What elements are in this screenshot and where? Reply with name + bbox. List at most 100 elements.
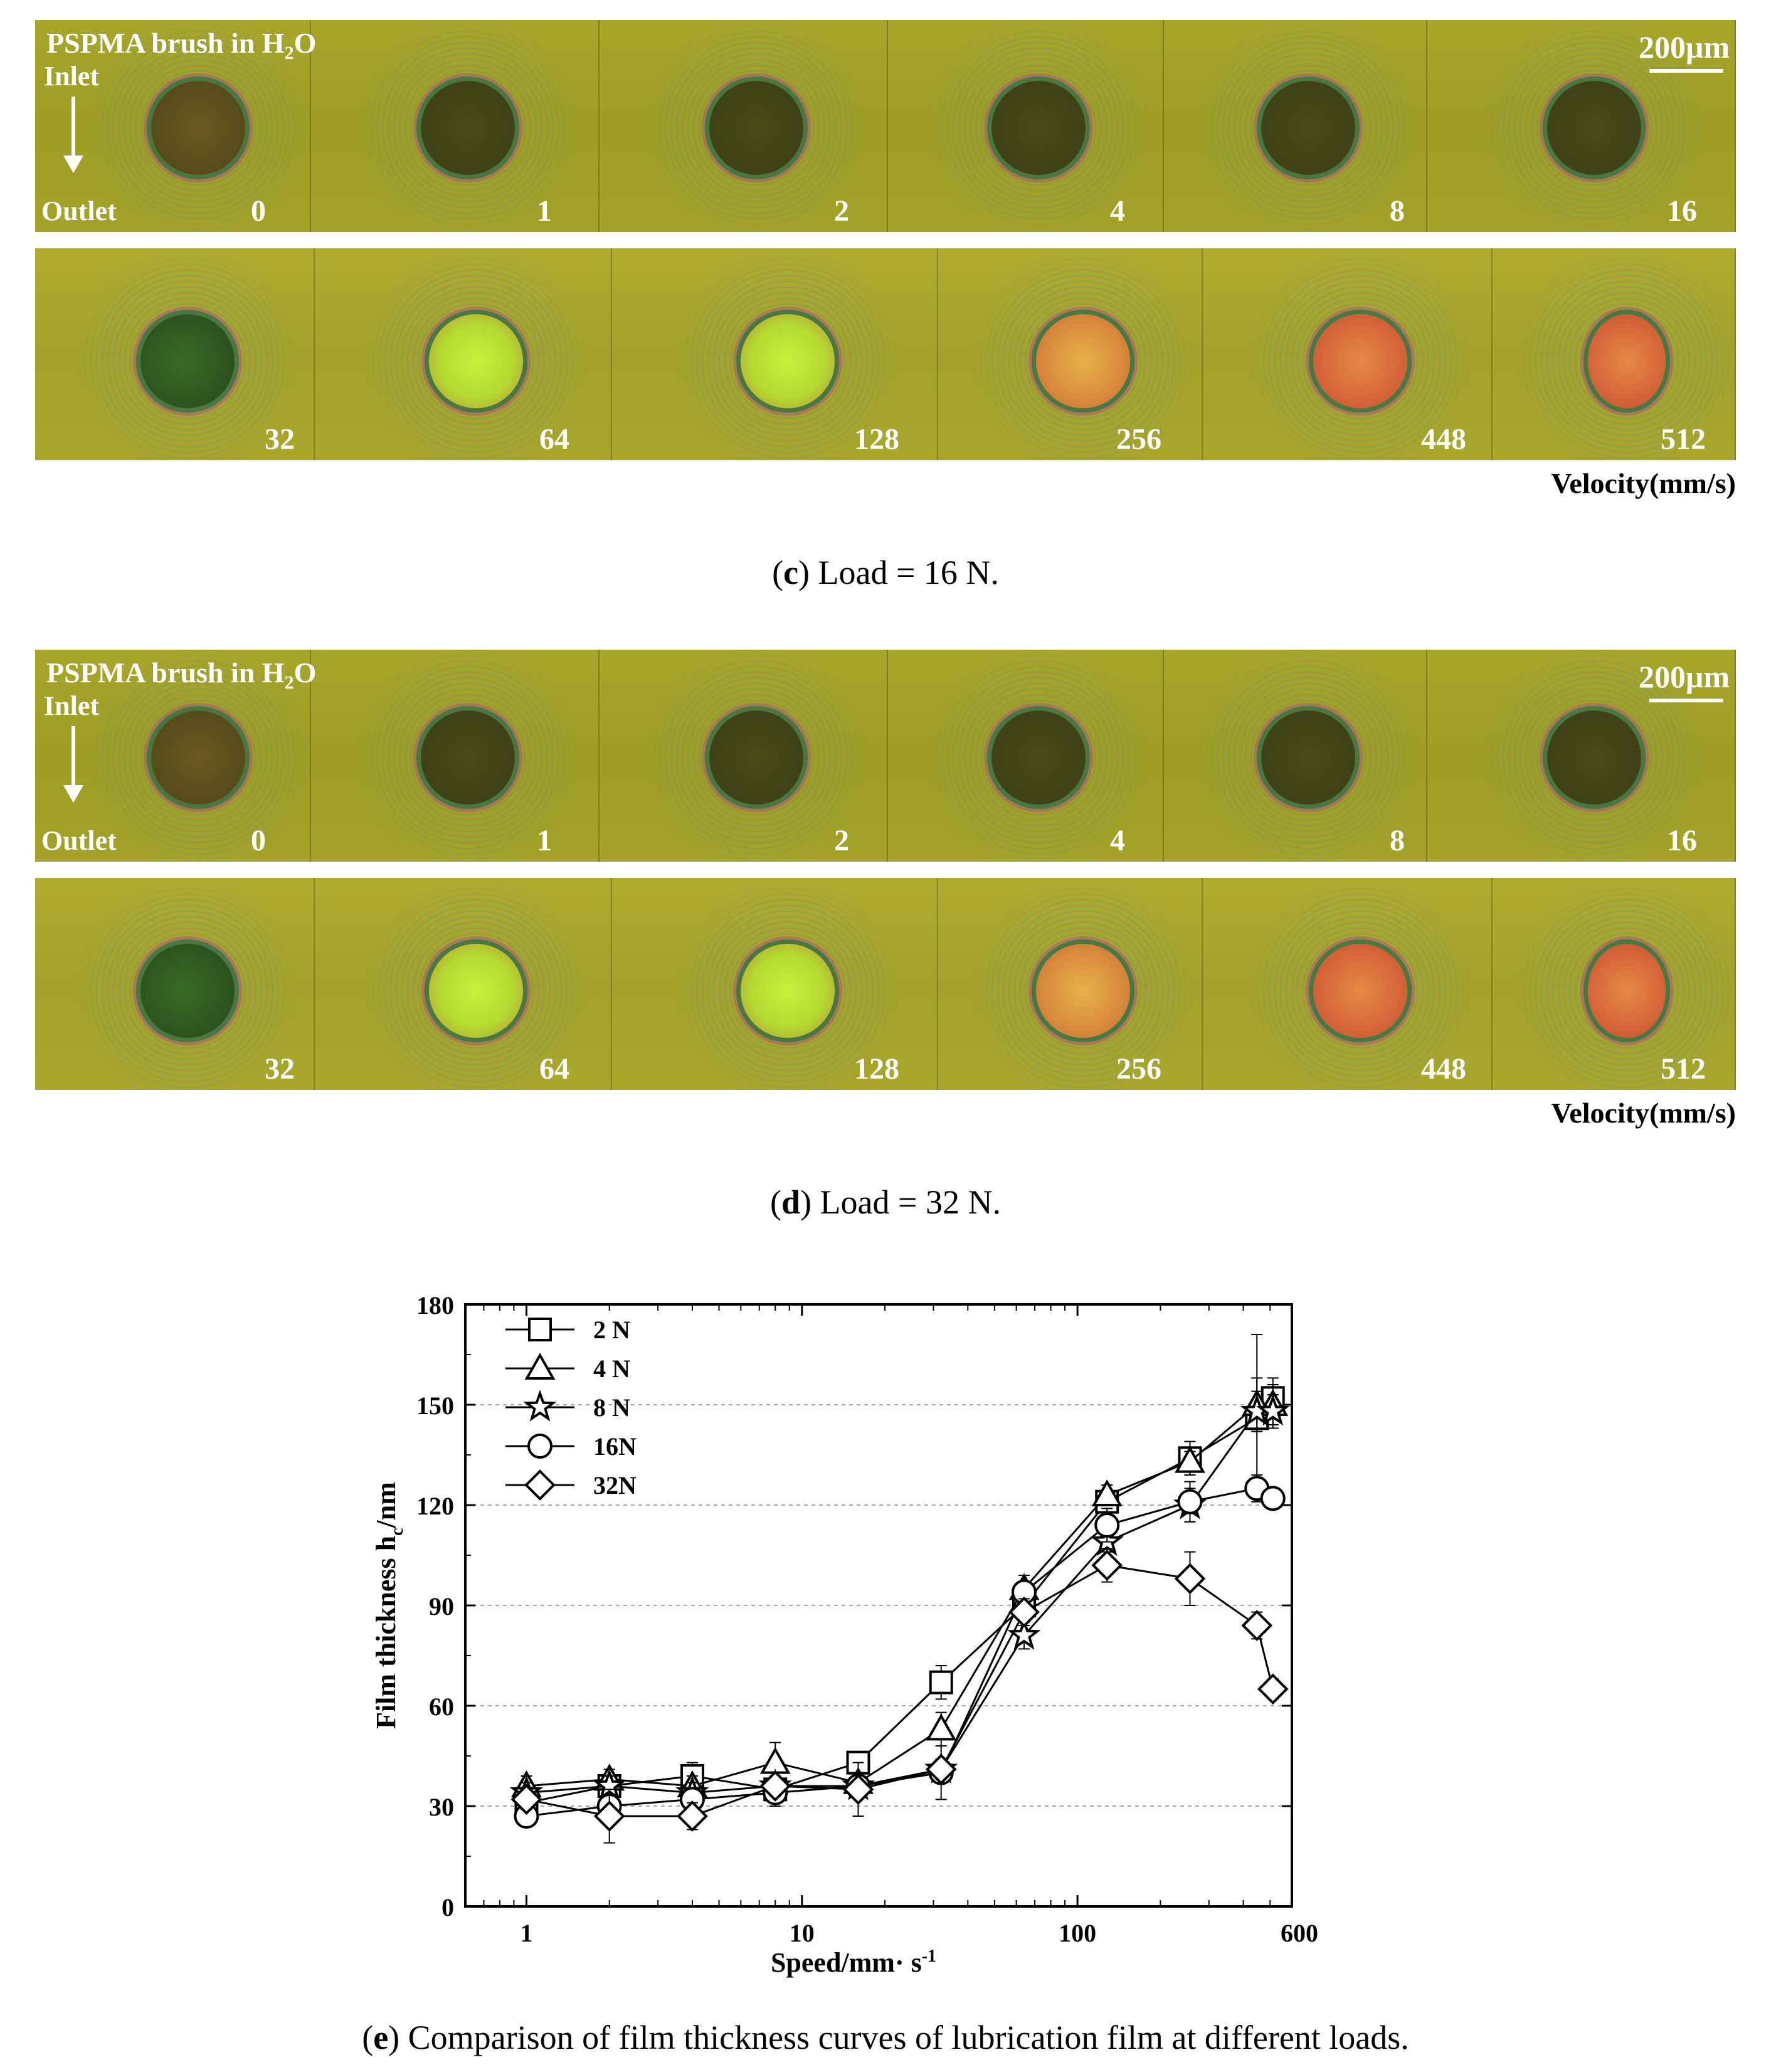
data-point [1091,1550,1123,1581]
velocity-label: 128 [854,1052,899,1086]
velocity-label: 512 [1661,1052,1706,1086]
micrograph-frame: 256 [938,248,1203,460]
contact-spot [1588,314,1666,408]
series-line [526,1564,1274,1817]
velocity-unit-label: Velocity(mm/s) [1551,1097,1736,1129]
data-point [1091,1479,1123,1506]
data-point [1241,1610,1273,1641]
legend-label: 8 N [593,1393,630,1422]
velocity-label: 1 [537,194,552,228]
micrograph-frame: 16 [1427,650,1736,862]
contact-spot [991,81,1086,175]
data-point [759,1770,791,1802]
y-axis-label-text: Film thickness h [371,1536,401,1729]
legend-marker [524,1352,556,1380]
x-tick-label: 100 [1059,1919,1096,1947]
velocity-label: 1 [537,824,552,857]
y-axis-label: Film thickness hc/nm [371,1482,407,1729]
velocity-label: 0 [251,824,266,857]
data-point [1174,1563,1206,1595]
x-tick-label: 10 [790,1919,815,1947]
data-point [925,1753,957,1785]
micrograph-frame: 64 [315,248,612,460]
micrograph-frame: 128 [612,248,938,460]
series-line [526,1397,1274,1804]
contact-spot [151,81,245,175]
micrograph-frame: 1 [311,20,600,232]
image-strip-row2: 32 64 128 256 448 512 [35,878,1736,1090]
contact-spot [1547,711,1641,805]
legend-marker [524,1469,556,1501]
data-point [1256,1393,1290,1426]
y-tick-label: 150 [416,1392,454,1420]
scale-bar [1649,69,1723,73]
title-subscript: 2 [284,43,294,64]
velocity-label: 256 [1116,1052,1161,1086]
micrograph-frame: 128 [612,878,938,1090]
contact-spot [429,944,523,1038]
sample-title: PSPMA brush in H2O [46,26,316,64]
caption-letter: d [781,1183,801,1221]
velocity-label: 32 [265,423,295,456]
legend-label: 2 N [593,1316,630,1344]
x-tick-label: 1 [520,1919,532,1947]
y-tick-label: 30 [429,1793,454,1821]
title-text: PSPMA brush in H [46,657,285,689]
image-strip-row2: 32 64 128 256 448 512 [35,248,1736,460]
velocity-label: 2 [834,194,849,228]
title-text-end: O [293,657,317,689]
image-strip-row1: 0 1 2 4 8 16 PSPMA brush in H2O Inlet Outlet 200μ… [35,20,1736,232]
legend-marker [528,1318,552,1341]
velocity-label: 512 [1661,423,1706,456]
contact-spot [429,314,523,408]
micrograph-frame: 32 [35,878,315,1090]
micrograph-frame: 2 [600,650,888,862]
velocity-label: 448 [1421,1052,1466,1086]
title-text: PSPMA brush in H [46,27,285,59]
contact-spot [991,711,1086,805]
contact-spot [1261,81,1355,175]
data-point [1175,1446,1205,1473]
scale-bar [1649,699,1723,702]
data-point [1094,1513,1120,1538]
flow-direction-arrow-icon [63,726,83,803]
velocity-label: 16 [1667,194,1697,228]
velocity-label: 64 [539,1052,569,1086]
legend-label: 16N [593,1432,637,1461]
velocity-label: 8 [1390,824,1405,857]
image-strip-row1: 0 1 2 4 8 16 PSPMA brush in H2O Inlet Outlet 200μ… [35,650,1736,862]
data-point [1260,1486,1286,1511]
y-tick-label: 180 [416,1291,454,1319]
x-axis-label-sup: -1 [922,1947,936,1966]
series-line [526,1487,1274,1817]
caption-letter: c [783,554,799,591]
legend-marker [527,1434,552,1459]
y-tick-label: 60 [429,1693,454,1721]
film-thickness-chart: 0 30 60 90 120 150 180 1 10 100 600 Speed/mm· s-1 Fi… [371,1291,1318,1978]
velocity-label: 2 [834,824,849,857]
micrograph-frame: 0 [35,650,311,862]
title-text-end: O [293,27,317,59]
velocity-label: 0 [251,194,266,228]
caption-text: ) Load = 16 N. [798,554,999,591]
velocity-label: 32 [265,1052,295,1086]
micrograph-frame: 8 [1164,650,1427,862]
micrograph-frame: 4 [888,650,1164,862]
micrograph-frame: 4 [888,20,1164,232]
contact-spot [741,944,835,1038]
velocity-label: 4 [1110,824,1125,857]
legend-label: 4 N [593,1355,630,1383]
micrograph-frame: 32 [35,248,315,460]
velocity-label: 4 [1110,194,1125,228]
sample-title: PSPMA brush in H2O [46,656,316,694]
micrograph-frame: 64 [315,878,612,1090]
x-axis-label: Speed/mm· s-1 [771,1947,936,1978]
data-point [842,1773,874,1805]
series-line [526,1410,1273,1794]
outlet-label: Outlet [41,825,117,856]
y-tick-label: 120 [416,1492,454,1520]
micrograph-frame: 512 [1493,248,1736,460]
velocity-label: 8 [1390,194,1405,228]
x-axis-label-text: Speed/mm· s [771,1947,922,1978]
y-axis-label-end: /nm [371,1482,401,1528]
